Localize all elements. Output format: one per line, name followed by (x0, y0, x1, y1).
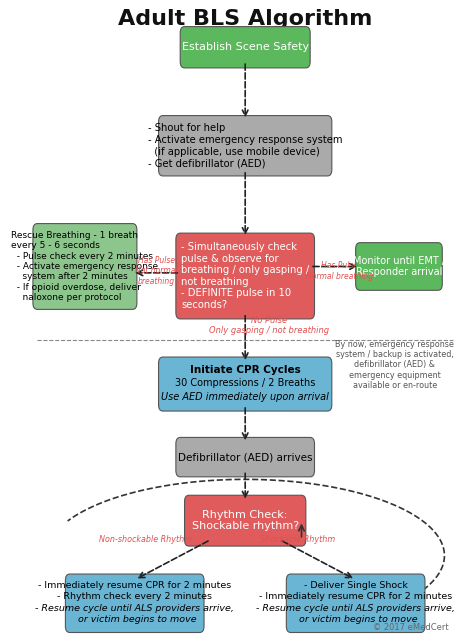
FancyBboxPatch shape (184, 495, 306, 546)
FancyBboxPatch shape (286, 574, 425, 633)
Text: - Immediately resume CPR for 2 minutes: - Immediately resume CPR for 2 minutes (38, 581, 231, 590)
Text: Defibrillator (AED) arrives: Defibrillator (AED) arrives (178, 452, 312, 462)
Text: © 2017 eMedCert: © 2017 eMedCert (373, 623, 449, 632)
Text: Rescue Breathing - 1 breath
every 5 - 6 seconds
  - Pulse check every 2 minutes
: Rescue Breathing - 1 breath every 5 - 6 … (11, 231, 158, 302)
Text: Monitor until EMT /
Responder arrival: Monitor until EMT / Responder arrival (353, 256, 445, 278)
Text: Has Pulse
Normal breathing: Has Pulse Normal breathing (306, 262, 373, 281)
FancyBboxPatch shape (33, 224, 137, 310)
Text: Establish Scene Safety: Establish Scene Safety (182, 42, 309, 53)
Text: - Simultaneously check
pulse & observe for
breathing / only gasping /
not breath: - Simultaneously check pulse & observe f… (181, 242, 310, 310)
Text: Non-shockable Rhythm: Non-shockable Rhythm (99, 535, 192, 544)
Text: 30 Compressions / 2 Breaths: 30 Compressions / 2 Breaths (175, 378, 315, 388)
Text: - Deliver Single Shock: - Deliver Single Shock (304, 581, 408, 590)
Text: Rhythm Check:
Shockable rhythm?: Rhythm Check: Shockable rhythm? (191, 510, 299, 531)
Text: Has Pulse
Not normal
breathing: Has Pulse Not normal breathing (135, 256, 178, 286)
FancyBboxPatch shape (180, 27, 310, 68)
Text: Use AED immediately upon arrival: Use AED immediately upon arrival (161, 392, 329, 402)
FancyBboxPatch shape (176, 437, 314, 477)
Text: - Resume cycle until ALS providers arrive,: - Resume cycle until ALS providers arriv… (35, 604, 234, 613)
Text: - Immediately resume CPR for 2 minutes: - Immediately resume CPR for 2 minutes (259, 592, 452, 601)
Text: No Pulse
Only gasping / not breathing: No Pulse Only gasping / not breathing (209, 316, 329, 335)
FancyBboxPatch shape (356, 243, 442, 290)
Text: By now, emergency response
system / backup is activated,
defibrillator (AED) &
e: By now, emergency response system / back… (335, 340, 454, 390)
Text: - Shout for help
- Activate emergency response system
  (if applicable, use mobi: - Shout for help - Activate emergency re… (148, 123, 342, 168)
Text: Initiate CPR Cycles: Initiate CPR Cycles (190, 365, 301, 375)
Text: Shockable Rhythm: Shockable Rhythm (260, 535, 335, 544)
Text: - Resume cycle until ALS providers arrive,: - Resume cycle until ALS providers arriv… (256, 604, 455, 613)
Text: - Rhythm check every 2 minutes: - Rhythm check every 2 minutes (57, 592, 212, 601)
FancyBboxPatch shape (158, 357, 332, 411)
Text: or victim begins to move: or victim begins to move (293, 615, 418, 624)
FancyBboxPatch shape (65, 574, 204, 633)
FancyBboxPatch shape (158, 115, 332, 176)
FancyBboxPatch shape (176, 233, 314, 319)
Text: or victim begins to move: or victim begins to move (73, 615, 197, 624)
Text: Adult BLS Algorithm: Adult BLS Algorithm (118, 9, 373, 29)
